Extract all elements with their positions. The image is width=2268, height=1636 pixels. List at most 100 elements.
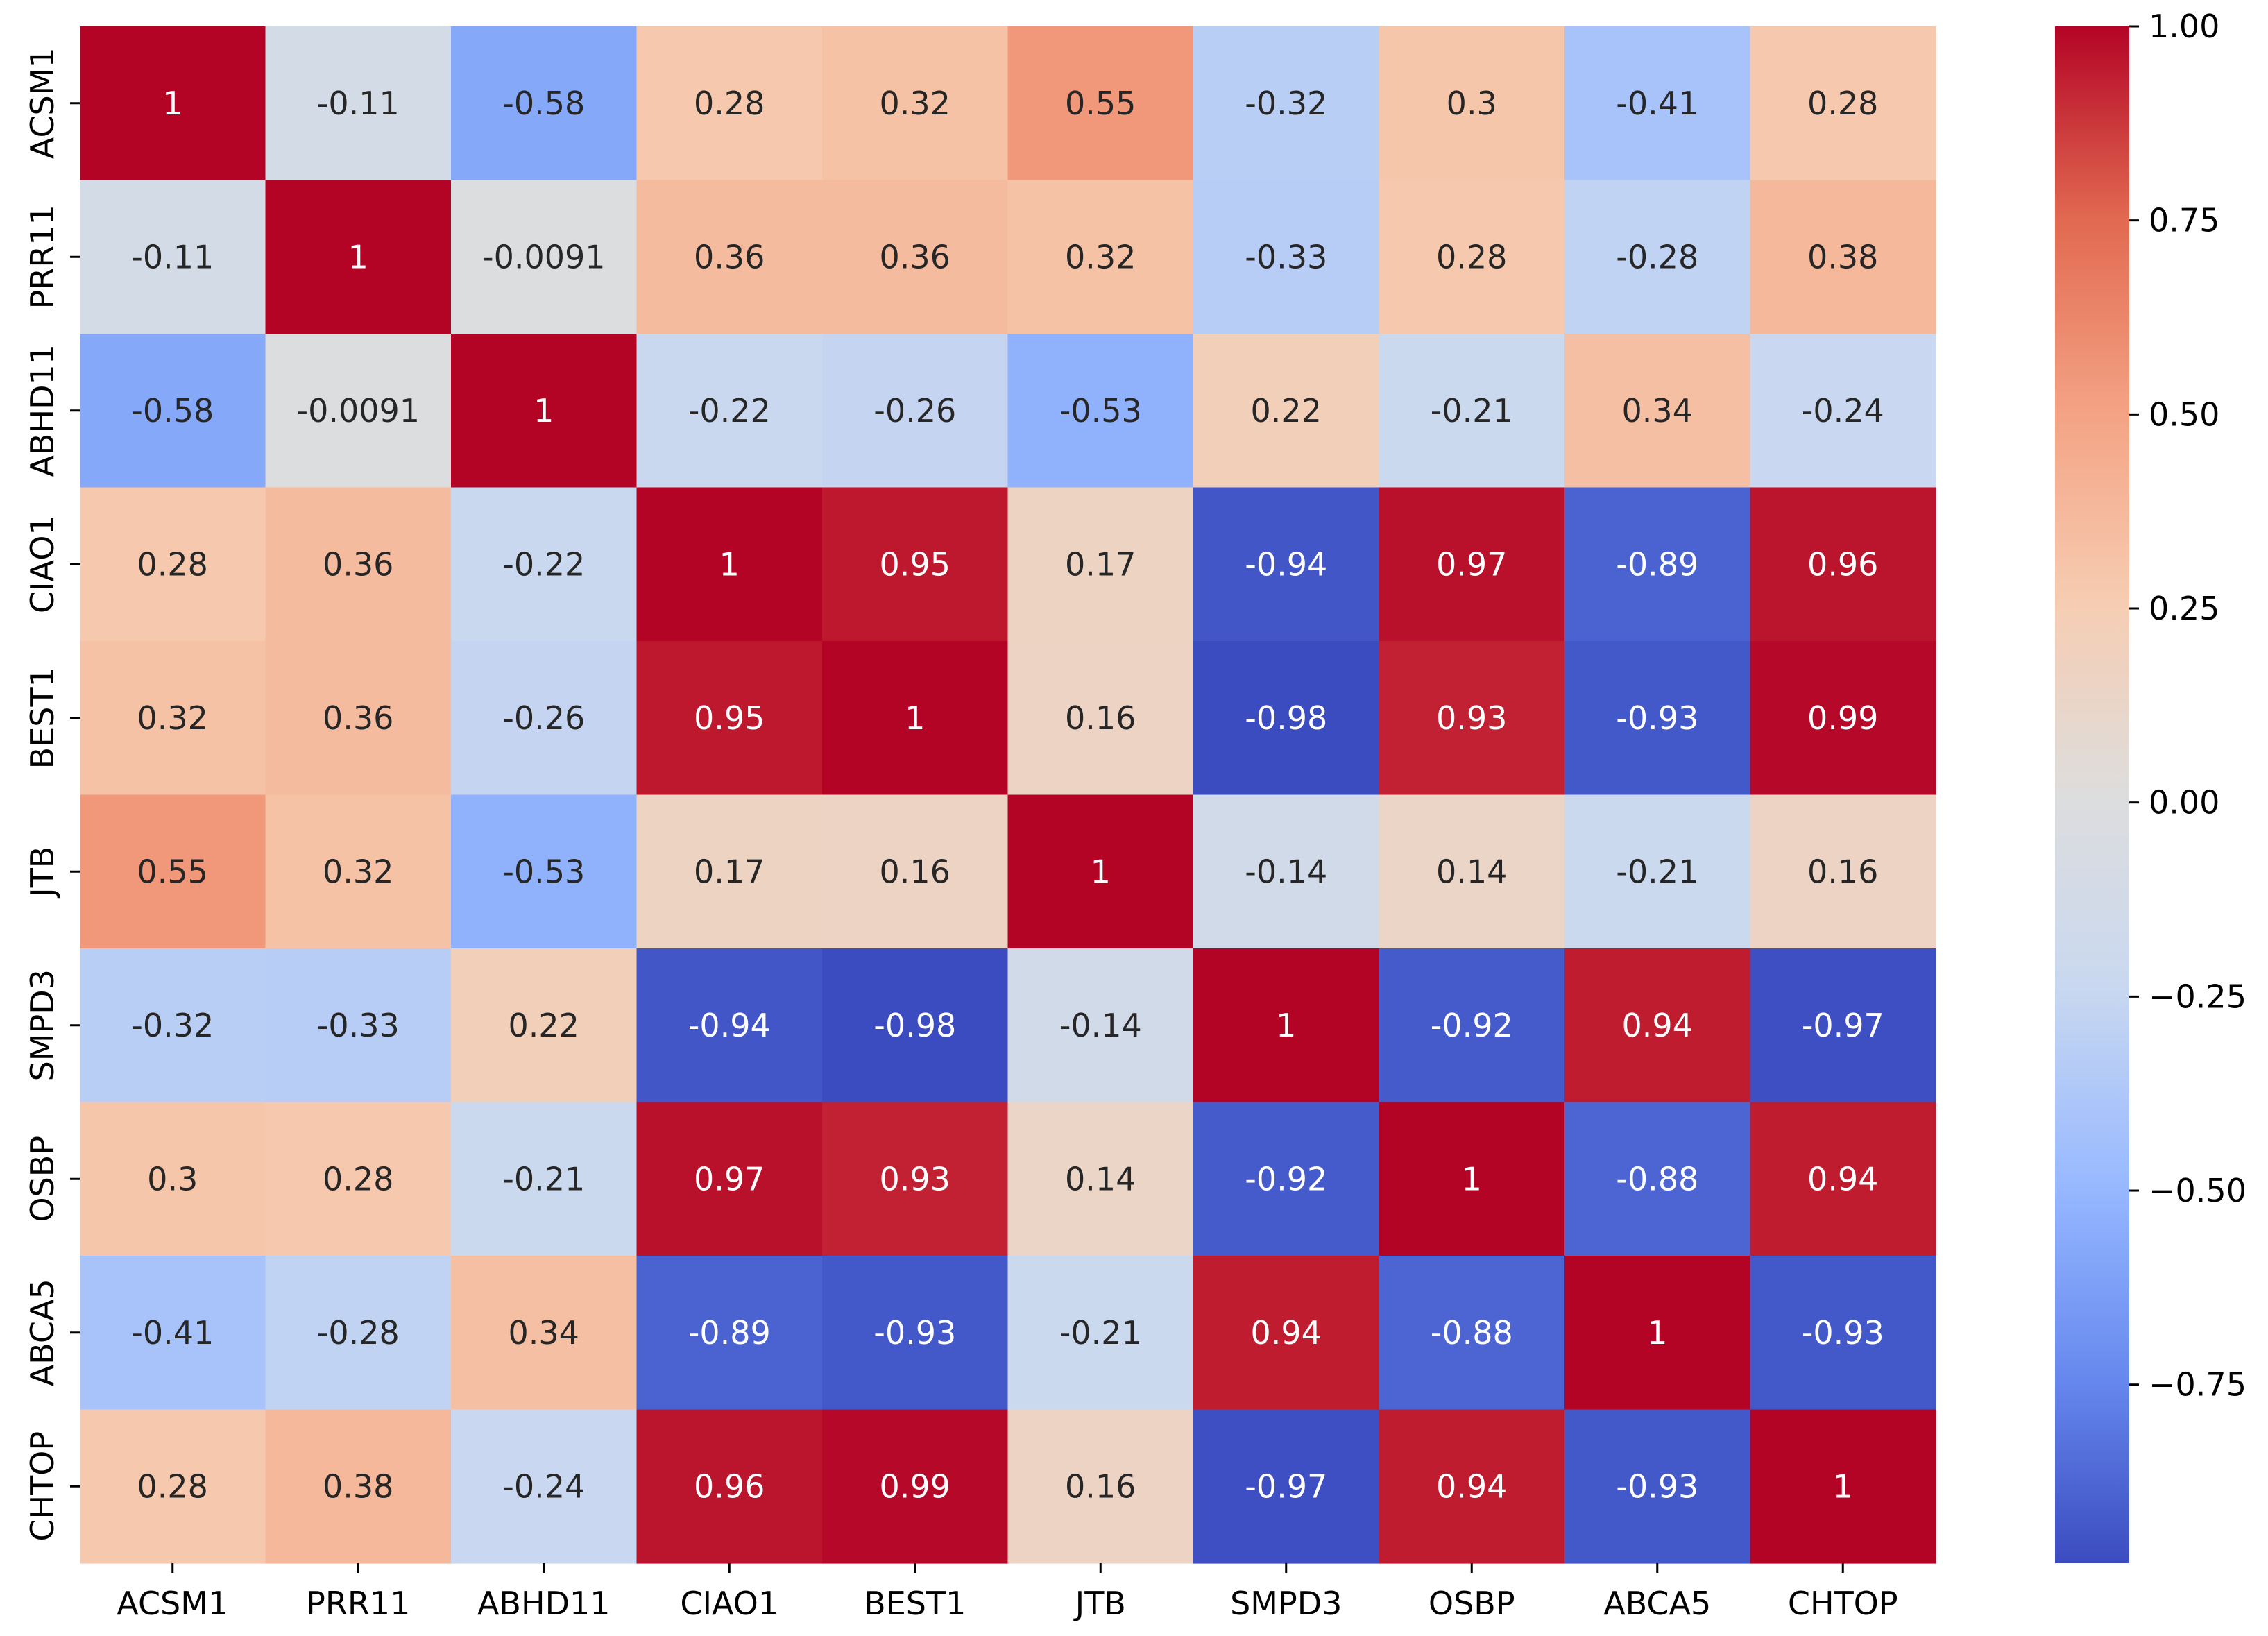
heatmap-cell (1750, 1256, 1936, 1411)
cell-value-label: -0.53 (502, 853, 585, 890)
heatmap-cell (80, 334, 266, 488)
cell-value-label: 0.95 (694, 699, 765, 737)
cell-value-label: -0.22 (502, 545, 585, 583)
cell-value-label: 0.99 (880, 1467, 950, 1505)
heatmap-cell (822, 1256, 1009, 1411)
heatmap-cell-labels: 1 -0.11 -0.58 0.28 0.32 0.55 -0.32 0.3 -0.41 0.28… (131, 85, 1884, 1506)
x-tick-label: PRR11 (306, 1585, 410, 1622)
cell-value-label: -0.21 (502, 1160, 585, 1198)
cell-value-label: 0.16 (1065, 1467, 1136, 1505)
cell-value-label: 0.3 (147, 1160, 198, 1198)
heatmap-cell (1379, 948, 1565, 1103)
cell-value-label: 0.36 (880, 238, 950, 275)
heatmap-cell (265, 180, 452, 334)
heatmap-cell (1007, 1256, 1194, 1411)
heatmap-cell (265, 948, 452, 1103)
cell-value-label: 0.38 (323, 1467, 393, 1505)
cell-value-label: -0.24 (502, 1467, 585, 1505)
cell-value-label: 0.36 (323, 699, 393, 737)
cell-value-label: 0.16 (1807, 853, 1878, 890)
heatmap-cell (1007, 641, 1194, 796)
heatmap-cell (80, 948, 266, 1103)
cell-value-label: -0.14 (1245, 853, 1327, 890)
heatmap-cell (1564, 334, 1751, 488)
cell-value-label: -0.88 (1431, 1314, 1513, 1352)
heatmap-cell (80, 180, 266, 334)
heatmap-cell (1564, 794, 1751, 949)
heatmap-cell (1750, 948, 1936, 1103)
heatmap-cell (822, 487, 1009, 642)
cell-value-label: 0.55 (1065, 85, 1136, 122)
cell-value-label: -0.26 (873, 392, 956, 429)
cell-value-label: 0.38 (1807, 238, 1878, 275)
heatmap-cell (1379, 1102, 1565, 1256)
heatmap-cell (265, 1102, 452, 1256)
heatmap-cell (1193, 1102, 1380, 1256)
heatmap-cell (265, 26, 452, 181)
heatmap-cell (636, 641, 823, 796)
heatmap-cell (636, 334, 823, 488)
y-tick-label: JTB (24, 846, 61, 899)
heatmap-cell (1750, 180, 1936, 334)
cell-value-label: 0.32 (323, 853, 393, 890)
cell-value-label: -0.28 (317, 1314, 400, 1352)
cell-value-label: -0.89 (1616, 545, 1698, 583)
cell-value-label: 1 (162, 85, 182, 122)
heatmap-cell (1379, 641, 1565, 796)
heatmap-cell (1007, 794, 1194, 949)
heatmap-cell (822, 794, 1009, 949)
cell-value-label: 0.36 (694, 238, 765, 275)
heatmap-cell (1379, 794, 1565, 949)
heatmap-cell (1007, 1409, 1194, 1564)
heatmap-cell (80, 1256, 266, 1411)
heatmap-cell (822, 948, 1009, 1103)
cell-value-label: 0.28 (137, 545, 208, 583)
heatmap-cell (1564, 948, 1751, 1103)
cell-value-label: 0.32 (137, 699, 208, 737)
x-tick-label: BEST1 (864, 1585, 966, 1622)
y-tick-label: PRR11 (24, 205, 61, 309)
cell-value-label: 0.97 (694, 1160, 765, 1198)
colorbar-tick-label: −0.50 (2149, 1172, 2246, 1209)
y-tick-label: ABHD11 (24, 344, 61, 477)
x-tick-label: OSBP (1429, 1585, 1515, 1622)
cell-value-label: -0.32 (1245, 85, 1327, 122)
cell-value-label: -0.41 (131, 1314, 214, 1352)
heatmap-cell (1379, 180, 1565, 334)
heatmap-cell (451, 794, 638, 949)
heatmap-cell (1379, 487, 1565, 642)
cell-value-label: 0.94 (1807, 1160, 1878, 1198)
heatmap-cell (1007, 487, 1194, 642)
cell-value-label: 1 (905, 699, 925, 737)
heatmap-cell (265, 334, 452, 488)
cell-value-label: 0.17 (694, 853, 765, 890)
heatmap-cell (636, 26, 823, 181)
cell-value-label: -0.32 (131, 1007, 214, 1044)
heatmap-cell (1564, 180, 1751, 334)
heatmap-cell (451, 487, 638, 642)
heatmap-cell (1750, 26, 1936, 181)
cell-value-label: -0.11 (131, 238, 214, 275)
cell-value-label: 0.28 (694, 85, 765, 122)
y-axis-ticks: ACSM1 PRR11 ABHD11 CIAO1 BEST1 JTB SMPD3 OSBP AB… (24, 47, 80, 1542)
heatmap-cell (1564, 26, 1751, 181)
heatmap-cell (265, 794, 452, 949)
heatmap-cell (1564, 1409, 1751, 1564)
heatmap-cell (636, 1409, 823, 1564)
heatmap-cell (1379, 1409, 1565, 1564)
x-tick-label: JTB (1073, 1585, 1126, 1622)
cell-value-label: 1 (1462, 1160, 1482, 1198)
cell-value-label: 0.14 (1436, 853, 1507, 890)
heatmap-cell (1193, 1256, 1380, 1411)
cell-value-label: -0.92 (1245, 1160, 1327, 1198)
heatmap-cell (451, 26, 638, 181)
y-tick-label: BEST1 (24, 667, 61, 769)
heatmap-cell (1193, 180, 1380, 334)
colorbar-gradient (2055, 26, 2129, 1563)
heatmap-cell (1193, 948, 1380, 1103)
heatmap-cell (451, 1102, 638, 1256)
cell-value-label: -0.28 (1616, 238, 1698, 275)
cell-value-label: 0.99 (1807, 699, 1878, 737)
y-tick-label: OSBP (24, 1136, 61, 1222)
